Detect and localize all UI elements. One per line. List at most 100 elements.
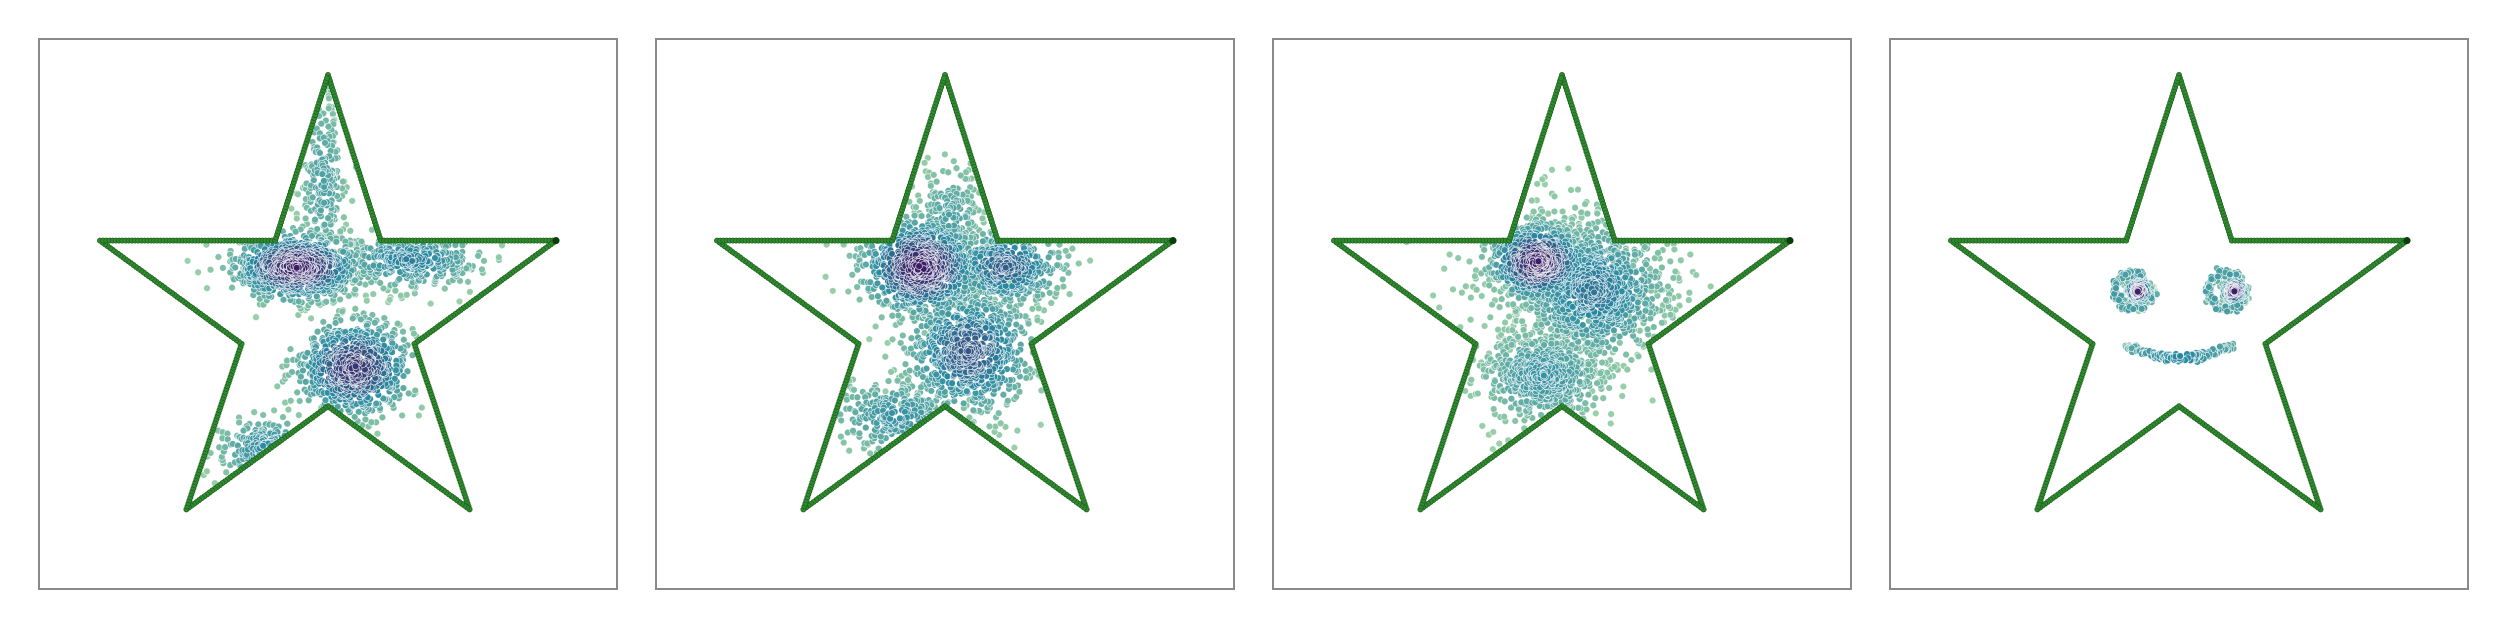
scatter-point	[996, 419, 1005, 428]
scatter-point	[1033, 316, 1042, 324]
scatter-point	[222, 468, 230, 477]
scatter-point	[321, 139, 329, 147]
scatter-point	[829, 287, 837, 295]
scatter-point	[283, 356, 291, 365]
scatter-point	[994, 409, 1003, 417]
scatter-point	[331, 319, 340, 327]
scatter-point	[287, 204, 296, 213]
scatter-point	[286, 397, 295, 405]
scatter-point	[324, 214, 332, 222]
scatter-point	[466, 288, 474, 296]
scatter-point	[279, 413, 287, 421]
scatter-point	[402, 255, 410, 263]
scatter-point	[286, 345, 295, 353]
scatter-point	[294, 297, 303, 306]
scatter-point	[373, 429, 382, 438]
scatter-point	[988, 305, 997, 313]
scatter-point	[927, 182, 935, 190]
scatter-point	[402, 291, 411, 299]
scatter-point	[283, 419, 292, 428]
scatter-point	[259, 442, 267, 450]
scatter-point	[379, 284, 388, 293]
scatter-point	[894, 311, 903, 320]
scatter-point	[907, 334, 916, 342]
scatter-point	[399, 372, 408, 380]
scatter-point	[877, 313, 886, 322]
scatter-point	[313, 327, 322, 336]
scatter-point	[999, 390, 1008, 399]
scatter-point	[837, 416, 845, 425]
scatter-point	[399, 327, 407, 336]
scatter-point	[920, 159, 929, 167]
scatter-point	[357, 237, 366, 246]
scatter-point	[203, 467, 211, 476]
scatter-point	[896, 414, 904, 423]
scatter-point	[295, 397, 304, 405]
scatter-point	[882, 297, 891, 305]
scatter-point	[474, 252, 482, 260]
scatter-point	[845, 446, 853, 455]
scatter-point	[338, 307, 347, 316]
scatter-point	[308, 193, 317, 202]
scatter-point	[867, 293, 876, 301]
scatter-point	[945, 210, 953, 219]
scatter-point	[948, 379, 956, 387]
scatter-point	[307, 314, 315, 323]
scatter-point	[495, 253, 503, 262]
scatter-point	[979, 237, 987, 246]
scatter-point	[311, 215, 319, 224]
scatter-point	[288, 368, 296, 376]
scatter-point	[415, 411, 423, 420]
scatter-point	[292, 264, 301, 272]
scatter-point	[1061, 247, 1070, 255]
scatter-point	[351, 305, 360, 313]
scatter-point	[938, 309, 946, 317]
scatter-point	[403, 367, 412, 376]
scatter-point	[952, 164, 961, 172]
scatter-point	[319, 318, 328, 326]
scatter-point	[426, 299, 435, 308]
scatter-point	[957, 171, 965, 180]
scatter-point	[273, 382, 282, 391]
scatter-point	[418, 403, 426, 412]
scatter-point	[881, 352, 890, 361]
scatter-point	[293, 214, 301, 223]
scatter-point	[1068, 244, 1077, 253]
scatter-point	[1028, 305, 1037, 313]
scatter-point	[1034, 304, 1043, 313]
scatter-point	[978, 214, 987, 223]
scatter-point	[350, 413, 359, 421]
scatter-point	[379, 394, 388, 403]
scatter-point	[317, 119, 326, 128]
scatter-point	[1022, 367, 1030, 375]
scatter-point	[294, 190, 302, 198]
scatter-point	[891, 396, 899, 405]
scatter-point	[270, 406, 278, 415]
scatter-point	[932, 177, 941, 186]
scatter-point	[378, 413, 387, 422]
scatter-point	[301, 214, 310, 223]
scatter-point	[959, 399, 968, 408]
scatter-point	[322, 298, 330, 306]
scatter-point	[351, 362, 360, 370]
scatter-point	[231, 263, 239, 272]
scatter-point	[390, 393, 399, 401]
scatter-point	[1010, 443, 1019, 452]
scatter-point	[324, 122, 333, 131]
scatter-point	[301, 378, 310, 386]
scatter-point	[905, 366, 914, 375]
scatter-point	[1004, 397, 1012, 405]
scatter-point	[313, 225, 321, 233]
outline-end-point	[552, 237, 560, 245]
scatter-point	[462, 264, 471, 273]
scatter-point	[871, 250, 880, 258]
scatter-point	[369, 290, 378, 298]
scatter-point	[214, 253, 223, 261]
scatter-point	[385, 296, 394, 304]
scatter-point	[1058, 275, 1067, 284]
scatter-point	[941, 150, 949, 159]
scatter-point	[916, 197, 924, 205]
scatter-point	[252, 313, 260, 321]
scatter-point	[336, 295, 344, 304]
scatter-point	[1037, 421, 1045, 429]
